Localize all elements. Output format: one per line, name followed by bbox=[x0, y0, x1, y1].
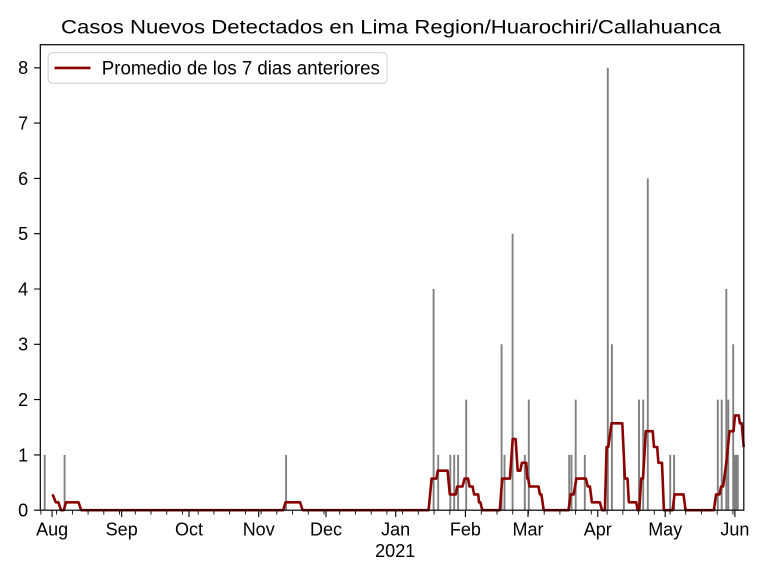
svg-text:2021: 2021 bbox=[375, 541, 415, 561]
svg-text:Nov: Nov bbox=[243, 520, 275, 540]
svg-text:Jan: Jan bbox=[381, 520, 410, 540]
svg-text:2: 2 bbox=[18, 390, 28, 410]
svg-text:6: 6 bbox=[18, 169, 28, 189]
svg-text:Sep: Sep bbox=[106, 520, 138, 540]
svg-text:Mar: Mar bbox=[513, 520, 544, 540]
svg-text:Casos Nuevos Detectados en Lim: Casos Nuevos Detectados en Lima Region/H… bbox=[61, 18, 721, 39]
svg-text:0: 0 bbox=[18, 501, 28, 521]
svg-text:Jun: Jun bbox=[720, 520, 749, 540]
svg-text:7: 7 bbox=[18, 114, 28, 134]
svg-text:3: 3 bbox=[18, 335, 28, 355]
svg-text:Dec: Dec bbox=[310, 520, 342, 540]
svg-text:Apr: Apr bbox=[584, 520, 612, 540]
svg-text:4: 4 bbox=[18, 279, 28, 299]
svg-text:Aug: Aug bbox=[36, 520, 68, 540]
svg-text:Promedio de los 7 dias anterio: Promedio de los 7 dias anteriores bbox=[102, 58, 380, 80]
svg-text:Oct: Oct bbox=[175, 520, 203, 540]
svg-text:1: 1 bbox=[18, 445, 28, 465]
svg-text:Feb: Feb bbox=[450, 520, 481, 540]
svg-text:8: 8 bbox=[18, 58, 28, 78]
svg-text:May: May bbox=[648, 520, 682, 540]
svg-text:5: 5 bbox=[18, 224, 28, 244]
